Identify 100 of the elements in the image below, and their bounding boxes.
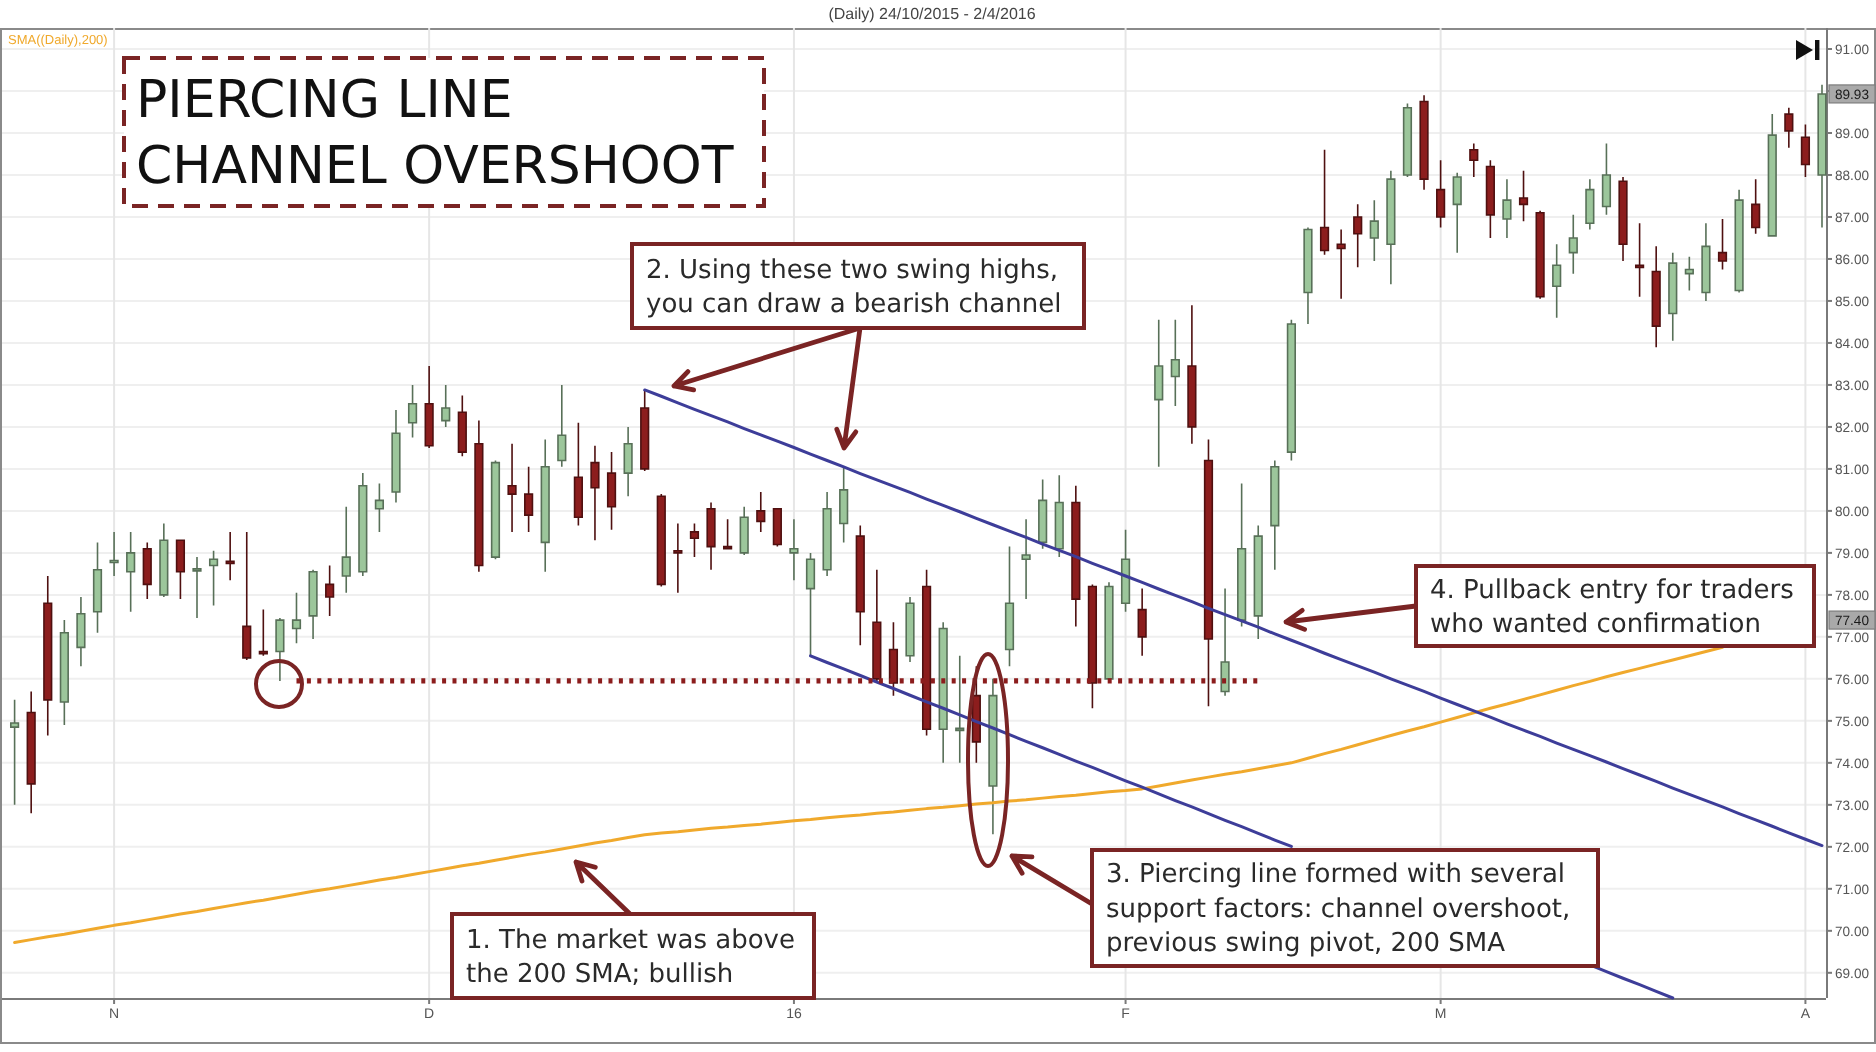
candlestick — [673, 522, 683, 594]
candlestick — [275, 617, 285, 682]
candlestick — [1170, 319, 1180, 407]
candlestick — [1104, 581, 1114, 684]
candlestick — [1120, 529, 1131, 613]
candlestick — [142, 541, 152, 600]
candlestick — [789, 518, 799, 581]
candlestick — [291, 591, 302, 644]
candlestick — [92, 541, 103, 634]
candlestick — [490, 459, 501, 560]
candlestick — [457, 394, 467, 458]
candlestick — [1137, 587, 1147, 657]
candlestick — [988, 678, 998, 836]
candlestick — [1701, 222, 1711, 302]
candlestick — [822, 491, 832, 577]
candlestick — [590, 445, 600, 542]
candlestick — [258, 608, 268, 657]
candlestick — [1369, 199, 1379, 262]
candlestick — [9, 699, 20, 806]
candlestick — [1552, 243, 1562, 319]
line-series — [643, 388, 1824, 848]
candlestick — [540, 438, 550, 573]
annotation: 1. The market was above the 200 SMA; bullish — [466, 925, 795, 990]
candlestick — [1502, 178, 1512, 239]
candlestick — [374, 482, 385, 533]
candlestick — [1634, 222, 1645, 298]
candlestick — [1154, 319, 1164, 468]
candlestick — [341, 505, 351, 594]
candlestick — [557, 384, 567, 468]
candlestick — [242, 531, 252, 661]
candlestick — [507, 442, 517, 533]
candlestick — [1535, 209, 1545, 300]
candlestick — [159, 522, 169, 598]
candlestick — [308, 568, 318, 640]
candlestick — [1784, 106, 1794, 149]
candlestick — [1717, 218, 1728, 271]
candlestick — [1618, 176, 1628, 262]
candlestick — [1436, 159, 1446, 229]
candlestick — [1751, 178, 1761, 235]
candlestick — [424, 365, 434, 449]
candlestick — [640, 389, 650, 472]
candlestick — [1452, 172, 1462, 254]
candlestick — [606, 451, 617, 531]
candlestick — [1568, 214, 1578, 275]
chart-subtitle: (Daily) 24/10/2015 - 2/4/2016 — [828, 5, 1037, 23]
annotation: 4. Pullback entry for traders who wanted confirmation — [1430, 575, 1795, 640]
candlestick — [656, 493, 666, 588]
candlestick — [1651, 245, 1661, 348]
candlestick — [805, 552, 816, 657]
candlestick — [391, 409, 401, 504]
candlestick — [225, 531, 235, 581]
candlestick — [1585, 178, 1595, 231]
candlestick — [1518, 169, 1529, 222]
candlestick — [1601, 142, 1612, 216]
candlestick — [524, 466, 534, 533]
candlestick — [1319, 148, 1330, 256]
candlestick — [739, 505, 749, 556]
candlestick — [325, 564, 335, 617]
candlestick — [1734, 188, 1744, 294]
candlestick — [855, 524, 865, 647]
candlestick — [1071, 484, 1081, 628]
candlestick — [1303, 226, 1313, 325]
candlestick — [689, 522, 700, 558]
candlestick — [175, 539, 186, 600]
candlestick — [1286, 319, 1296, 462]
candlestick — [208, 549, 219, 607]
candlestick — [1237, 482, 1247, 628]
candlestick — [938, 621, 948, 764]
candlestick — [43, 575, 53, 737]
candlestick — [573, 421, 583, 527]
candlestick — [1800, 123, 1811, 178]
candlestick — [192, 556, 202, 619]
candlestick — [59, 619, 69, 726]
candlestick — [1220, 587, 1230, 697]
text: PIERCING LINE CHANNEL OVERSHOOT — [136, 71, 734, 197]
candlestick — [1038, 478, 1048, 550]
candlestick — [1187, 304, 1197, 445]
candlestick — [772, 508, 782, 548]
candlestick — [723, 518, 733, 550]
candlestick — [1253, 524, 1263, 640]
candlestick — [1684, 256, 1694, 292]
annotation: 3. Piercing line formed with several support factors: channel overshoot, previous swing pivot, 200 SMA — [1106, 860, 1571, 960]
candlestick — [839, 466, 849, 544]
candlestick — [109, 531, 119, 577]
candlestick — [1419, 94, 1429, 191]
candlestick — [1767, 113, 1777, 237]
candlestick — [1402, 102, 1413, 178]
candlestick — [706, 501, 716, 571]
candlestick — [126, 531, 136, 613]
candlestick — [1353, 203, 1363, 269]
candlestick — [1004, 545, 1015, 668]
annotation: 2. Using these two swing highs, you can draw a bearish channel — [646, 255, 1062, 320]
candlestick — [1021, 518, 1031, 600]
candlestick — [358, 472, 368, 577]
candlestick — [623, 426, 633, 497]
candlestick — [905, 596, 915, 663]
candlestick — [1054, 474, 1064, 558]
candlestick — [441, 384, 451, 428]
candlestick — [1336, 228, 1346, 300]
candlestick — [474, 419, 484, 573]
